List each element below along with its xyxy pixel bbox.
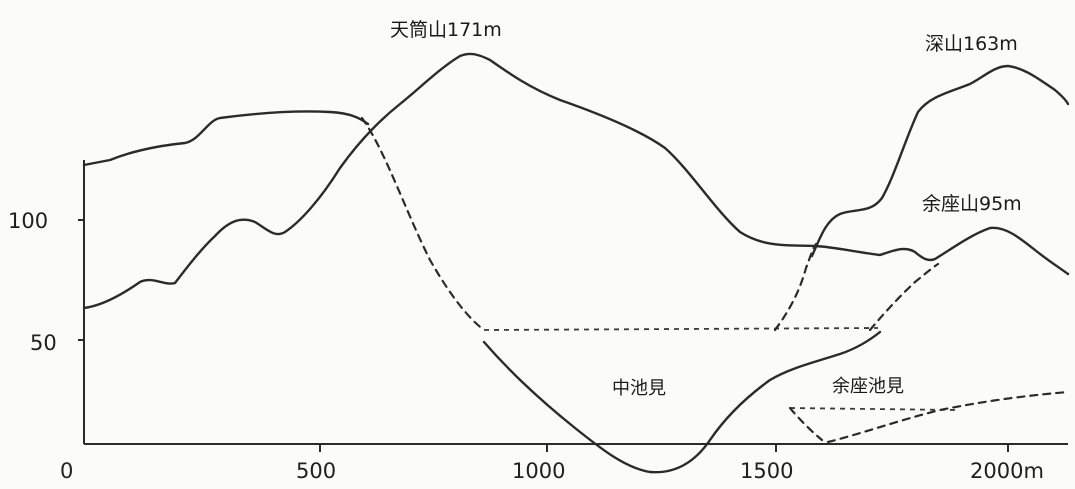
x-tick-label-500: 500 (296, 459, 336, 483)
area-label-yozaikemi: 余座池見 (832, 376, 904, 397)
upper-ridge-profile (82, 110, 370, 167)
y-tick-label-50: 50 (30, 331, 57, 355)
x-tick-label-2000m: 2000m (970, 459, 1044, 483)
peak-label-miyama: 深山163m (925, 33, 1018, 55)
main-cross-section-profile (82, 52, 1070, 310)
buried-slope-east (773, 242, 818, 332)
y-tick-label-100: 100 (8, 209, 48, 233)
peak-label-amatsutsumi: 天筒山171m (390, 19, 502, 41)
area-label-nakaikemi: 中池見 (612, 378, 666, 399)
x-tick-label-1500: 1500 (740, 459, 793, 483)
buried-level-nakaikemi (483, 327, 879, 331)
buried-slope-west (360, 116, 486, 332)
axes: 100 50 0 500 1000 1500 2000m (8, 160, 1068, 483)
x-tick-label-1000: 1000 (512, 459, 565, 483)
buried-curve-yozaikemi (826, 390, 1070, 444)
peak-label-yozayama: 余座山95m (922, 193, 1022, 215)
buried-slope-yozaikemi (788, 406, 824, 442)
buried-slope-yoza (868, 262, 940, 332)
buried-surface-lines (360, 116, 1070, 444)
x-tick-label-0: 0 (60, 459, 73, 483)
nakaikemi-basin-profile (482, 330, 882, 474)
buried-level-yozaikemi-upper (789, 407, 956, 411)
miyama-ridge-profile (810, 64, 1070, 258)
